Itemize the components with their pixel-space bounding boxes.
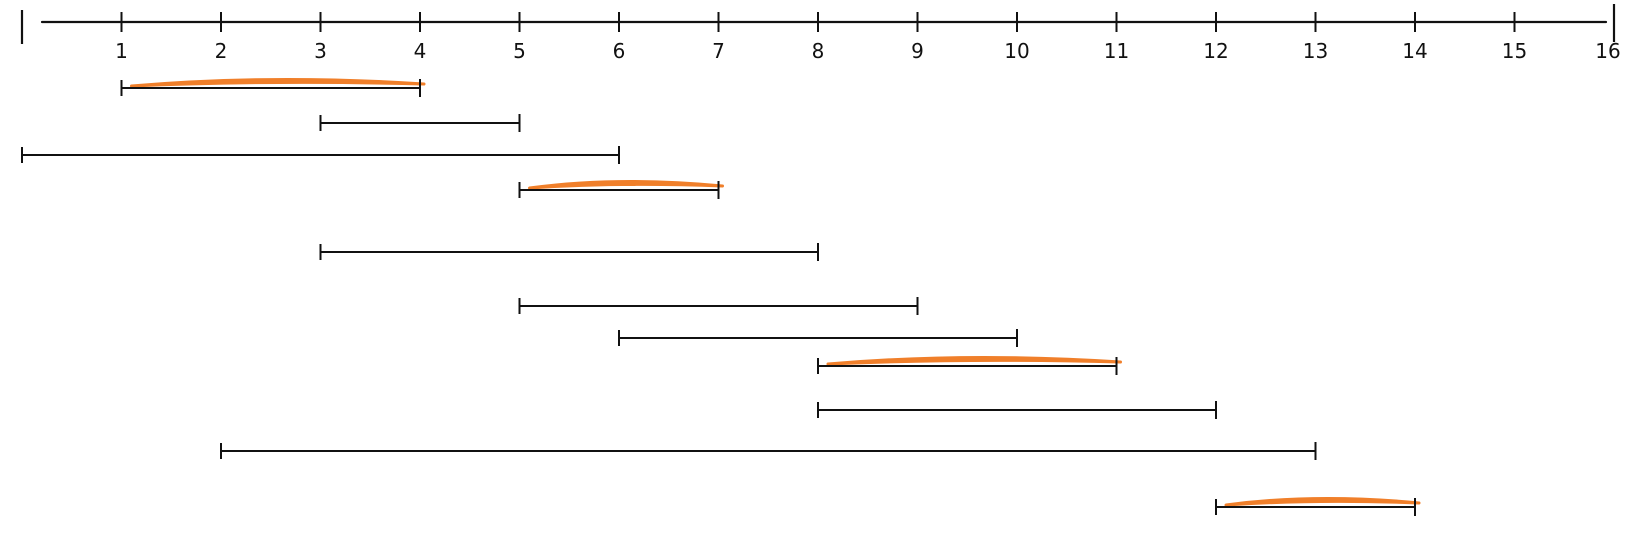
axis-tick-label: 1 (115, 39, 128, 63)
axis-tick-label: 15 (1502, 39, 1527, 63)
interval-highlighted (120, 77, 426, 97)
interval-highlight (528, 179, 724, 190)
axis-tick-label: 13 (1303, 39, 1328, 63)
interval-list (21, 77, 1421, 516)
interval (319, 114, 521, 132)
axis-tick-label: 9 (911, 39, 924, 63)
interval (21, 146, 620, 164)
interval-highlight (826, 355, 1122, 366)
axis-tick-label: 5 (513, 39, 526, 63)
interval-highlighted (817, 355, 1122, 375)
axis-tick-label: 6 (613, 39, 626, 63)
axis-tick-label: 8 (812, 39, 825, 63)
interval (618, 329, 1018, 347)
interval (220, 442, 1317, 460)
interval (817, 401, 1217, 419)
interval (319, 243, 819, 261)
axis-tick-label: 2 (215, 39, 228, 63)
axis-tick-label: 12 (1203, 39, 1228, 63)
axis-tick-label: 7 (712, 39, 725, 63)
axis-tick-label: 3 (314, 39, 327, 63)
axis-tick-label: 16 (1595, 39, 1620, 63)
interval-highlight (130, 77, 426, 88)
axis-tick-label: 11 (1104, 39, 1129, 63)
axis-tick-label: 14 (1402, 39, 1427, 63)
interval-highlighted (518, 179, 724, 199)
axis-tick-label: 4 (414, 39, 427, 63)
interval-highlight (1224, 496, 1421, 507)
number-line-axis: 1 2 3 4 5 6 7 8 9 10 11 12 13 14 15 16 (20, 4, 1621, 63)
interval (518, 297, 919, 315)
axis-tick-label: 10 (1004, 39, 1029, 63)
interval-highlighted (1215, 496, 1421, 516)
